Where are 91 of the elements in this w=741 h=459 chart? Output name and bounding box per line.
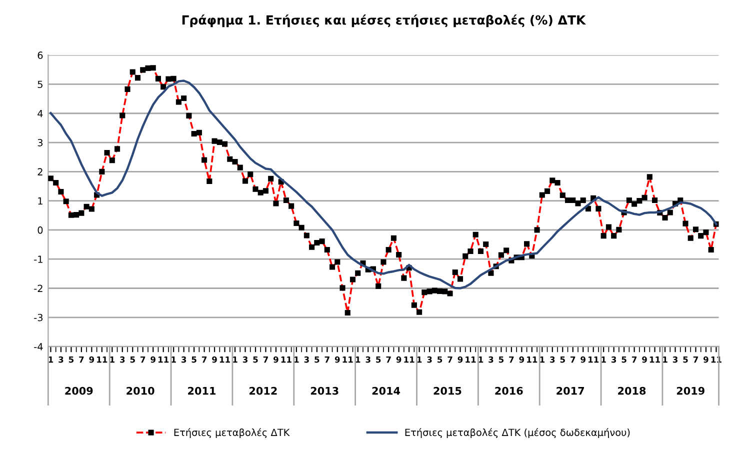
x-tick-label: 7 [386,356,391,363]
x-tick-label: 11 [466,356,476,363]
x-tick-label: 3 [672,356,678,363]
x-tick-label: 5 [253,356,258,363]
x-tick-label: 1 [233,356,238,363]
x-tick-label: 5 [560,356,565,363]
x-tick-label: 3 [611,356,616,363]
x-tick-label: 7 [263,356,268,363]
x-tick-label: 9 [89,356,94,363]
x-tick-label: 3 [366,356,370,363]
x-tick-label: 11 [281,356,292,363]
x-tick-label: 7 [324,356,330,363]
x-tick-label: 1 [48,356,54,363]
x-tick-label: 5 [130,356,135,363]
x-tick-label: 11 [527,356,538,363]
x-tick-label: 7 [693,356,698,363]
x-tick-label: 1 [356,356,360,363]
text: 2015 [434,386,462,395]
text: 2017 [556,386,584,395]
legend-label: Ετήσιες μεταβολές ΔΤΚ [174,428,290,438]
x-tick-label: 1 [172,356,176,363]
x-tick-label: 7 [448,356,452,363]
x-tick-label: 7 [509,356,514,363]
x-tick-label: 7 [632,356,637,363]
x-tick-label: 5 [68,356,74,363]
x-tick-label: 5 [498,356,504,363]
x-tick-label: 3 [488,356,494,363]
x-tick-label: 7 [570,356,576,363]
x-tick-label: 1 [294,356,299,363]
x-tick-label: 9 [274,356,278,363]
x-tick-label: 3 [181,356,186,363]
x-tick-label: 11 [404,356,414,363]
x-tick-label: 11 [342,356,353,363]
x-tick-label: 5 [376,356,381,363]
x-tick-label: 1 [540,356,544,363]
text: 2012 [249,386,277,395]
x-tick-label: 3 [304,356,309,363]
x-tick-label: 3 [58,356,64,363]
x-tick-label: 5 [622,356,626,363]
x-tick-label: 1 [478,356,484,363]
x-tick-label: 1 [663,356,668,363]
x-tick-label: 5 [192,356,196,363]
x-tick-label: 11 [97,356,108,363]
x-tick-label: 9 [458,356,463,363]
y-tick-label: 5 [38,80,42,88]
text: 2013 [310,386,338,395]
x-tick-label: 5 [438,356,442,363]
x-tick-label: 7 [79,356,84,363]
y-tick-label: -1 [34,256,42,263]
x-tick-label: 11 [650,356,660,363]
y-tick-label: 6 [38,52,43,59]
y-tick-label: 2 [38,168,42,176]
y-tick-label: 3 [38,138,43,146]
x-tick-label: 9 [519,356,524,363]
text: 2018 [618,386,646,395]
legend-label: Ετήσιες μεταβολές ΔΤΚ (μέσος δωδεκαμήνου) [405,428,630,438]
x-tick-label: 1 [417,356,422,363]
y-tick-label: 1 [38,197,42,205]
x-tick-label: 3 [242,356,248,363]
y-tick-label: -4 [34,343,43,350]
x-tick-label: 9 [704,356,708,363]
x-tick-label: 11 [158,356,169,363]
x-tick-label: 3 [550,356,555,363]
text: 2009 [65,386,93,395]
x-tick-label: 11 [588,356,599,363]
text: 2019 [676,386,704,395]
x-tick-label: 9 [396,356,402,363]
x-tick-label: 9 [212,356,217,363]
text: 2014 [372,386,400,395]
x-tick-label: 7 [202,356,207,363]
x-tick-label: 9 [334,356,340,363]
x-tick-label: 9 [150,356,156,363]
x-tick-label: 9 [580,356,586,363]
x-tick-label: 5 [683,356,688,363]
x-tick-label: 3 [427,356,432,363]
y-tick-label: 4 [38,110,43,118]
x-tick-label: 1 [602,356,606,363]
x-tick-label: 5 [314,356,320,363]
chart-title: Γράφημα 1. Ετήσιες και μέσες ετήσιες μεταβολές (%) ΔΤΚ [182,14,586,28]
y-tick-label: -2 [34,284,42,292]
y-tick-label: -3 [34,314,43,322]
text: 2011 [188,386,216,395]
y-tick-label: 0 [38,226,43,234]
text: 2010 [126,386,154,395]
x-tick-label: 11 [220,356,230,363]
x-tick-label: 7 [140,356,146,363]
x-tick-label: 3 [120,356,125,363]
x-tick-label: 9 [642,356,647,363]
text: 2016 [495,386,523,395]
line-series [50,80,718,290]
x-tick-label: 1 [110,356,114,363]
